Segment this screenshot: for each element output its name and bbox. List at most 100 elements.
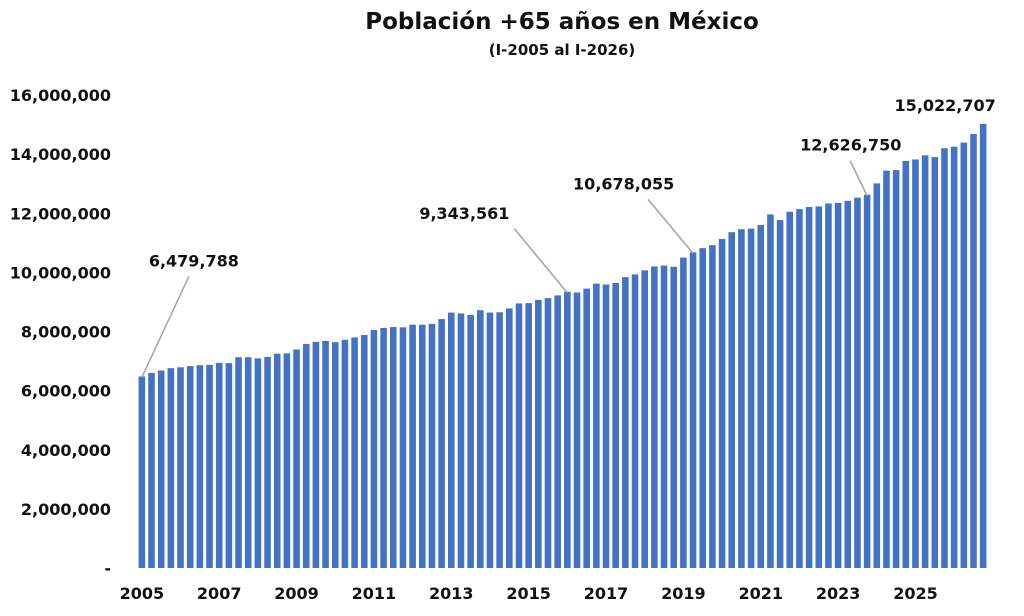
y-tick-label: 6,000,000 bbox=[21, 382, 111, 401]
bar bbox=[438, 319, 445, 568]
bar bbox=[302, 343, 310, 568]
bar bbox=[641, 270, 648, 568]
bar bbox=[815, 206, 823, 568]
x-tick-label: 2005 bbox=[120, 584, 165, 603]
bar bbox=[941, 148, 948, 568]
bar bbox=[892, 170, 900, 568]
bar bbox=[689, 252, 697, 568]
bar bbox=[660, 265, 668, 568]
x-tick-label: 2009 bbox=[274, 584, 319, 603]
bar bbox=[428, 323, 436, 568]
bar bbox=[854, 197, 861, 568]
bar bbox=[544, 298, 552, 568]
bar bbox=[863, 194, 871, 568]
bar bbox=[612, 283, 619, 568]
bar bbox=[215, 362, 223, 568]
data-labels: 6,479,788 9,343,561 10,678,055 12,626,750 15… bbox=[141, 96, 996, 378]
bar bbox=[283, 353, 291, 568]
bar bbox=[467, 314, 474, 568]
y-tick-label: 4,000,000 bbox=[21, 441, 111, 460]
bar bbox=[767, 214, 774, 568]
leader-line bbox=[647, 198, 694, 254]
bar bbox=[970, 134, 977, 568]
bar bbox=[293, 349, 300, 568]
bar bbox=[535, 299, 542, 568]
chart-subtitle: (I-2005 al I-2026) bbox=[489, 41, 636, 59]
x-tick-label: 2007 bbox=[197, 584, 242, 603]
bar bbox=[254, 358, 262, 568]
x-tick-label: 2017 bbox=[584, 584, 629, 603]
bar bbox=[631, 274, 639, 568]
bar bbox=[138, 376, 146, 568]
bar bbox=[902, 160, 910, 569]
x-tick-label: 2023 bbox=[816, 584, 861, 603]
bar bbox=[273, 353, 281, 568]
bar bbox=[341, 339, 349, 568]
bar bbox=[747, 228, 755, 568]
bar bbox=[796, 209, 803, 569]
bar bbox=[486, 312, 494, 568]
data-label: 6,479,788 bbox=[149, 251, 239, 270]
x-tick-label: 2019 bbox=[661, 584, 706, 603]
bar bbox=[506, 308, 513, 568]
y-tick-label: 2,000,000 bbox=[21, 500, 111, 519]
bar bbox=[709, 245, 716, 568]
bar bbox=[525, 303, 532, 568]
data-label: 12,626,750 bbox=[800, 136, 901, 155]
bar bbox=[477, 310, 484, 568]
bars bbox=[138, 123, 987, 569]
bar bbox=[786, 211, 794, 568]
bar bbox=[360, 335, 368, 568]
x-tick-label: 2015 bbox=[506, 584, 551, 603]
bar bbox=[670, 266, 677, 568]
bar bbox=[457, 313, 465, 568]
bar bbox=[583, 288, 590, 568]
y-tick-label: 16,000,000 bbox=[10, 86, 111, 105]
x-tick-label: 2021 bbox=[738, 584, 783, 603]
bar bbox=[921, 155, 929, 568]
bar bbox=[515, 303, 523, 568]
bar bbox=[389, 327, 397, 568]
x-tick-label: 2013 bbox=[429, 584, 474, 603]
data-label: 10,678,055 bbox=[573, 174, 674, 193]
data-label: 15,022,707 bbox=[895, 96, 996, 115]
y-tick-label: - bbox=[104, 559, 111, 578]
bar bbox=[825, 203, 832, 569]
y-tick-label: 14,000,000 bbox=[10, 145, 111, 164]
data-label: 9,343,561 bbox=[419, 204, 509, 223]
bar bbox=[554, 295, 561, 568]
bar bbox=[380, 327, 387, 568]
bar bbox=[738, 229, 745, 568]
bar bbox=[167, 368, 175, 568]
bar bbox=[960, 142, 968, 568]
bar bbox=[148, 372, 155, 568]
bar bbox=[448, 312, 455, 568]
x-tick-label: 2011 bbox=[352, 584, 397, 603]
bar bbox=[186, 366, 194, 568]
y-tick-label: 10,000,000 bbox=[10, 263, 111, 282]
bar bbox=[157, 370, 165, 568]
bar bbox=[573, 292, 581, 568]
bar bbox=[728, 232, 736, 569]
bar bbox=[651, 266, 658, 568]
x-tick-label: 2025 bbox=[893, 584, 938, 603]
x-axis-ticks: 2005 2007 2009 2011 2013 2015 2017 2019 2021 2023… bbox=[120, 584, 938, 603]
bar bbox=[680, 257, 687, 568]
bar bbox=[718, 238, 726, 568]
bar bbox=[264, 356, 271, 568]
bar bbox=[622, 277, 629, 568]
bar bbox=[931, 157, 939, 568]
bar bbox=[244, 357, 252, 568]
y-tick-label: 8,000,000 bbox=[21, 323, 111, 342]
bar bbox=[418, 324, 426, 568]
bar bbox=[593, 283, 600, 568]
bar bbox=[912, 159, 919, 568]
bar bbox=[196, 365, 204, 568]
bar bbox=[564, 291, 571, 568]
bar bbox=[844, 200, 852, 568]
bar bbox=[757, 225, 765, 568]
bar bbox=[177, 367, 184, 568]
leader-line bbox=[513, 228, 568, 294]
bar bbox=[312, 341, 320, 568]
